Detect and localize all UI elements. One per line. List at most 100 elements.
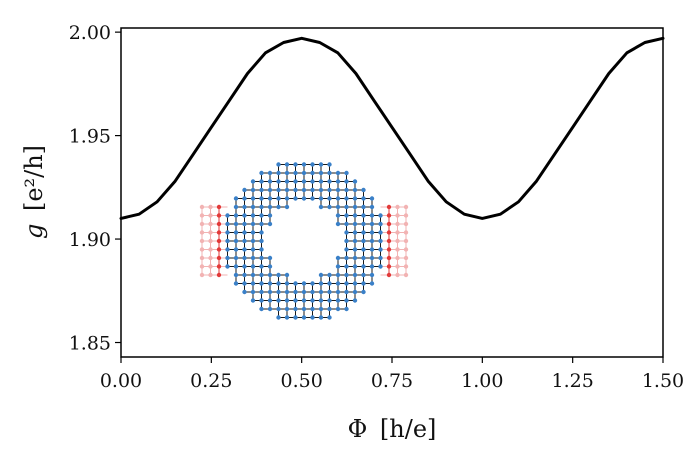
lead-site [199, 213, 205, 218]
x-tick-label: 0.00 [100, 370, 142, 392]
lattice-site [259, 238, 264, 244]
lattice-site [259, 306, 264, 312]
lattice-site [361, 272, 366, 278]
lattice-site [267, 281, 273, 286]
lattice-site [284, 289, 290, 295]
lattice-site [233, 281, 239, 286]
lattice-site [250, 255, 256, 261]
lattice-site [301, 162, 307, 167]
lattice-site [267, 255, 273, 261]
lattice-site [259, 298, 264, 303]
lattice-site [310, 306, 315, 312]
lattice-site [378, 255, 383, 261]
lattice-site [250, 281, 256, 286]
lattice-site [233, 264, 239, 269]
lattice-site [318, 289, 324, 295]
lead-site [208, 272, 213, 278]
lattice-site [310, 187, 315, 193]
lattice-site [352, 213, 358, 218]
lattice-site [310, 298, 315, 303]
lattice-site [369, 281, 375, 286]
lead-site [216, 230, 222, 235]
lattice-site [267, 289, 273, 295]
lead-site [208, 264, 213, 269]
lattice-site [335, 272, 341, 278]
lattice-site [276, 179, 281, 184]
lattice-site [267, 272, 273, 278]
lattice-site [361, 204, 366, 210]
lattice-site [369, 255, 375, 261]
lattice-site [318, 187, 324, 193]
lattice-site [352, 264, 358, 269]
lattice-site [242, 204, 247, 210]
lattice-site [344, 187, 349, 193]
lead-site [199, 264, 205, 269]
lattice-site [293, 281, 298, 286]
lattice-site [267, 298, 273, 303]
lattice-site [361, 247, 366, 252]
lattice-site [310, 196, 315, 201]
lattice-site [242, 255, 247, 261]
x-axis-label: Φ [h/e] [348, 415, 437, 443]
lattice-site [276, 281, 281, 286]
lattice-site [233, 204, 239, 210]
y-tick-label: 1.95 [69, 126, 111, 148]
lattice-site [250, 204, 256, 210]
y-axis-label: g [e²/h] [20, 145, 48, 239]
lattice-site [276, 306, 281, 312]
lattice-site [369, 221, 375, 227]
lead-site [199, 255, 205, 261]
lattice-site [318, 162, 324, 167]
lattice-site [344, 170, 349, 176]
lattice-site [233, 213, 239, 218]
lattice-site [259, 170, 264, 176]
lattice-site [344, 238, 349, 244]
lattice-site [344, 230, 349, 235]
lattice-site [327, 298, 332, 303]
lattice-site [250, 196, 256, 201]
x-tick-label: 0.25 [190, 370, 232, 392]
lattice-site [344, 264, 349, 269]
lattice-site [352, 281, 358, 286]
lattice-site [327, 289, 332, 295]
lattice-site [378, 238, 383, 244]
series-line [119, 36, 665, 220]
x-tick-label: 0.50 [281, 370, 323, 392]
lead-site [386, 213, 392, 218]
lattice-site [242, 221, 247, 227]
lattice-site [293, 179, 298, 184]
lattice-site [369, 247, 375, 252]
lead-site [216, 272, 222, 278]
lattice-site [361, 221, 366, 227]
lattice-site [233, 255, 239, 261]
lattice-site [318, 179, 324, 184]
lattice-site [352, 298, 358, 303]
lattice-site [250, 187, 256, 193]
lattice-site [267, 264, 273, 269]
lattice-site [335, 204, 341, 210]
lattice-site [352, 272, 358, 278]
lead-site [386, 272, 392, 278]
lattice-site [233, 247, 239, 252]
lattice-site [327, 162, 332, 167]
lattice-site [250, 213, 256, 218]
lattice-site [250, 298, 256, 303]
lattice-site [352, 247, 358, 252]
lattice-site [318, 298, 324, 303]
lead-site [403, 238, 409, 244]
lattice-site [284, 306, 290, 312]
lead-site [386, 204, 392, 210]
lattice-site [335, 170, 341, 176]
lattice-site [369, 238, 375, 244]
lattice-site [335, 179, 341, 184]
lattice-site [344, 247, 349, 252]
lattice-site [318, 204, 324, 210]
lead-site [403, 221, 409, 227]
lead-site [395, 255, 400, 261]
y-axis-symbol: g [20, 224, 48, 239]
lattice-site [242, 272, 247, 278]
lattice-site [284, 272, 290, 278]
lattice-site [369, 264, 375, 269]
lattice-site [259, 272, 264, 278]
